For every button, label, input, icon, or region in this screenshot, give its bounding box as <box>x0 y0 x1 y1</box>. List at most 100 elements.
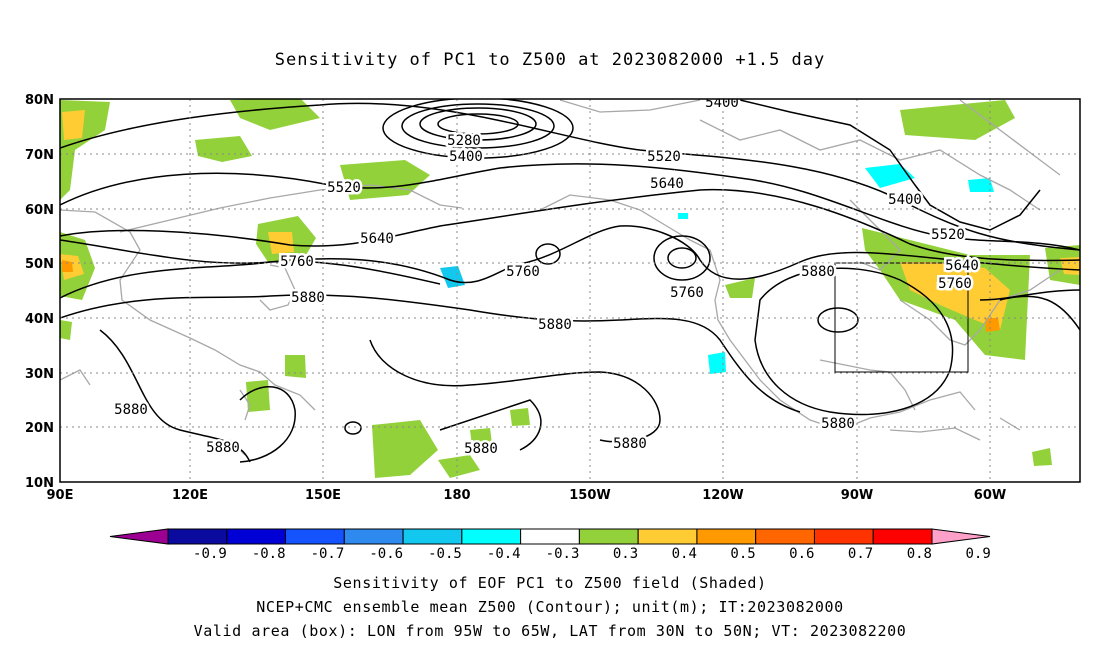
colorbar-label: -0.5 <box>428 546 462 562</box>
contour-label: 5640 <box>360 231 394 247</box>
coastline-japan <box>259 264 296 311</box>
colorbar-swatch <box>520 528 580 545</box>
shade-positive-region <box>246 380 270 412</box>
colorbar-label: 0.9 <box>965 546 990 562</box>
map-title: Sensitivity of PC1 to Z500 at 2023082000… <box>274 50 826 70</box>
caption-line-1: Sensitivity of EOF PC1 to Z500 field (Sh… <box>333 574 767 592</box>
colorbar-swatch <box>343 528 404 545</box>
contour-5760-small <box>535 243 561 265</box>
coastline-north-america-east <box>899 269 1061 346</box>
colorbar-label: 0.8 <box>907 546 932 562</box>
contour-5400 <box>739 99 1041 231</box>
contour-5760-low <box>653 235 711 281</box>
contour-5340 <box>419 107 537 141</box>
colorbar-swatch <box>167 528 228 545</box>
colorbar-label: 0.7 <box>848 546 873 562</box>
contour-label: 5760 <box>280 254 314 270</box>
shade-negative-region <box>865 164 915 188</box>
shade-positive-region <box>60 320 72 340</box>
contour-label: 5880 <box>801 264 835 280</box>
shade-positive-region <box>510 408 530 426</box>
colorbar-swatch <box>755 528 815 545</box>
contour-label: 5520 <box>327 180 361 196</box>
shade-positive-region <box>1032 448 1052 466</box>
contour-5520-north <box>60 102 1080 251</box>
colorbar-label: -0.3 <box>546 546 580 562</box>
coastline-asia <box>60 209 316 411</box>
lat-label: 70N <box>25 148 54 163</box>
shade-positive-region <box>985 318 1000 332</box>
lat-label: 10N <box>25 476 54 491</box>
colorbar-label: 0.6 <box>789 546 814 562</box>
lat-label: 60N <box>25 203 54 218</box>
shade-negative-region <box>678 213 688 219</box>
contour-5880-anticyclone <box>754 267 954 416</box>
shade-positive-region <box>230 99 320 130</box>
contour-label: 5400 <box>705 95 739 111</box>
colorbar-swatch <box>813 528 874 545</box>
colorbar-swatch <box>402 528 463 545</box>
coastline-hudson <box>849 199 901 271</box>
contour-label: 5760 <box>506 264 540 280</box>
coastline-alaska <box>539 194 711 251</box>
lon-label: 60W <box>974 488 1006 503</box>
contour-5640 <box>60 188 1080 262</box>
coastline-arctic-canada <box>699 119 1041 211</box>
contour-5880-pacific <box>369 339 661 443</box>
gridlines <box>60 99 1080 482</box>
coastline-gulf <box>819 359 916 411</box>
contour-label: 5880 <box>206 440 240 456</box>
contour-5400-inner <box>401 103 555 149</box>
lon-label: 90W <box>841 488 873 503</box>
contour-5760-atlantic <box>979 289 1080 301</box>
caption-line-2: NCEP+CMC ensemble mean Z500 (Contour); u… <box>256 598 844 616</box>
contour-5880-pacific-south <box>439 399 542 451</box>
contour-label: 5880 <box>613 436 647 452</box>
colorbar-swatch <box>872 528 933 545</box>
colorbar-label: -0.7 <box>311 546 345 562</box>
colorbar-swatch <box>226 528 287 545</box>
shade-positive-region <box>195 136 252 162</box>
coastline-north-america <box>709 249 976 431</box>
map-area: 5400 5280 5400 5520 5520 5640 5400 5640 … <box>60 95 1080 482</box>
shade-positive-region <box>62 110 85 140</box>
contour-5940 <box>817 307 859 333</box>
contour-label: 5280 <box>447 133 481 149</box>
contour-label: 5880 <box>114 402 148 418</box>
contour-5880-asia-loop <box>239 386 296 463</box>
contour-5760 <box>60 260 441 299</box>
shade-positive-region <box>285 355 306 378</box>
contour-label: 5640 <box>650 176 684 192</box>
contour-label: 5880 <box>464 441 498 457</box>
lat-label: 30N <box>25 367 54 382</box>
map-frame <box>59 98 1081 483</box>
lon-label: 120W <box>702 488 743 503</box>
shade-positive-region <box>62 260 73 272</box>
contour-label: 5880 <box>291 290 325 306</box>
colorbar-end-high <box>931 528 991 545</box>
lon-label: 120E <box>172 488 208 503</box>
shade-positive-region <box>438 455 480 478</box>
lat-label: 40N <box>25 312 54 327</box>
coastline-asia-north <box>119 184 463 233</box>
contour-5700-low <box>667 247 697 269</box>
contour-5880-small <box>344 421 362 435</box>
lat-label: 20N <box>25 421 54 436</box>
colorbar-label: -0.6 <box>369 546 403 562</box>
z500-contours <box>60 99 1080 463</box>
lon-label: 90E <box>47 488 74 503</box>
shade-positive-region <box>900 100 1015 140</box>
shade-positive-region <box>1060 257 1080 275</box>
contour-5880-south <box>99 329 251 463</box>
coastlines <box>60 99 1061 456</box>
lat-label: 80N <box>25 93 54 108</box>
colorbar-label: 0.5 <box>730 546 755 562</box>
contour-label: 5400 <box>449 149 483 165</box>
contour-5460 <box>382 99 574 159</box>
colorbar-swatch <box>461 528 522 545</box>
contour-label: 5520 <box>647 149 681 165</box>
shade-positive-region <box>470 428 492 446</box>
colorbar-label: -0.4 <box>487 546 521 562</box>
colorbar-swatch <box>578 528 639 545</box>
